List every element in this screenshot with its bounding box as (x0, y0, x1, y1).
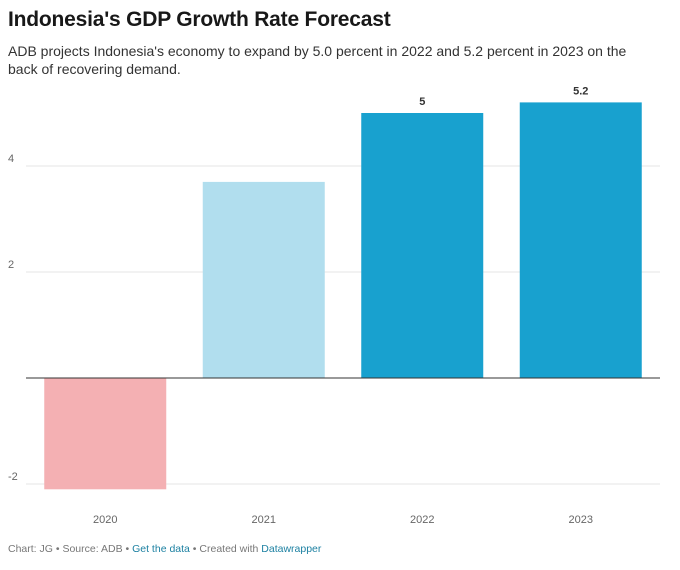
chart-title: Indonesia's GDP Growth Rate Forecast (8, 8, 391, 31)
bar (202, 181, 325, 378)
bar (44, 378, 167, 490)
bar (361, 113, 484, 378)
footer-separator: • (189, 543, 200, 555)
x-category-label: 2021 (252, 514, 276, 526)
x-category-label: 2022 (410, 514, 434, 526)
y-tick-label: 2 (8, 259, 14, 271)
y-tick-label: 4 (8, 153, 14, 165)
footer-separator: • (122, 543, 133, 555)
chart-subtitle: ADB projects Indonesia's economy to expa… (8, 43, 627, 77)
x-category-label: 2020 (93, 514, 117, 526)
get-the-data-link[interactable]: Get the data (132, 543, 190, 555)
source-credit: Source: ADB (62, 543, 123, 555)
y-tick-label: -2 (8, 471, 18, 483)
value-label: 5 (419, 96, 425, 108)
footer-separator: • (52, 543, 63, 555)
value-label: 5.2 (573, 85, 588, 97)
chart-credit: Chart: JG (8, 543, 53, 555)
bar (519, 102, 642, 379)
x-category-label: 2023 (569, 514, 593, 526)
datawrapper-link[interactable]: Datawrapper (261, 543, 322, 555)
created-with-text: Created with (199, 543, 262, 555)
chart-footer: Chart: JG • Source: ADB • Get the data •… (8, 543, 321, 555)
